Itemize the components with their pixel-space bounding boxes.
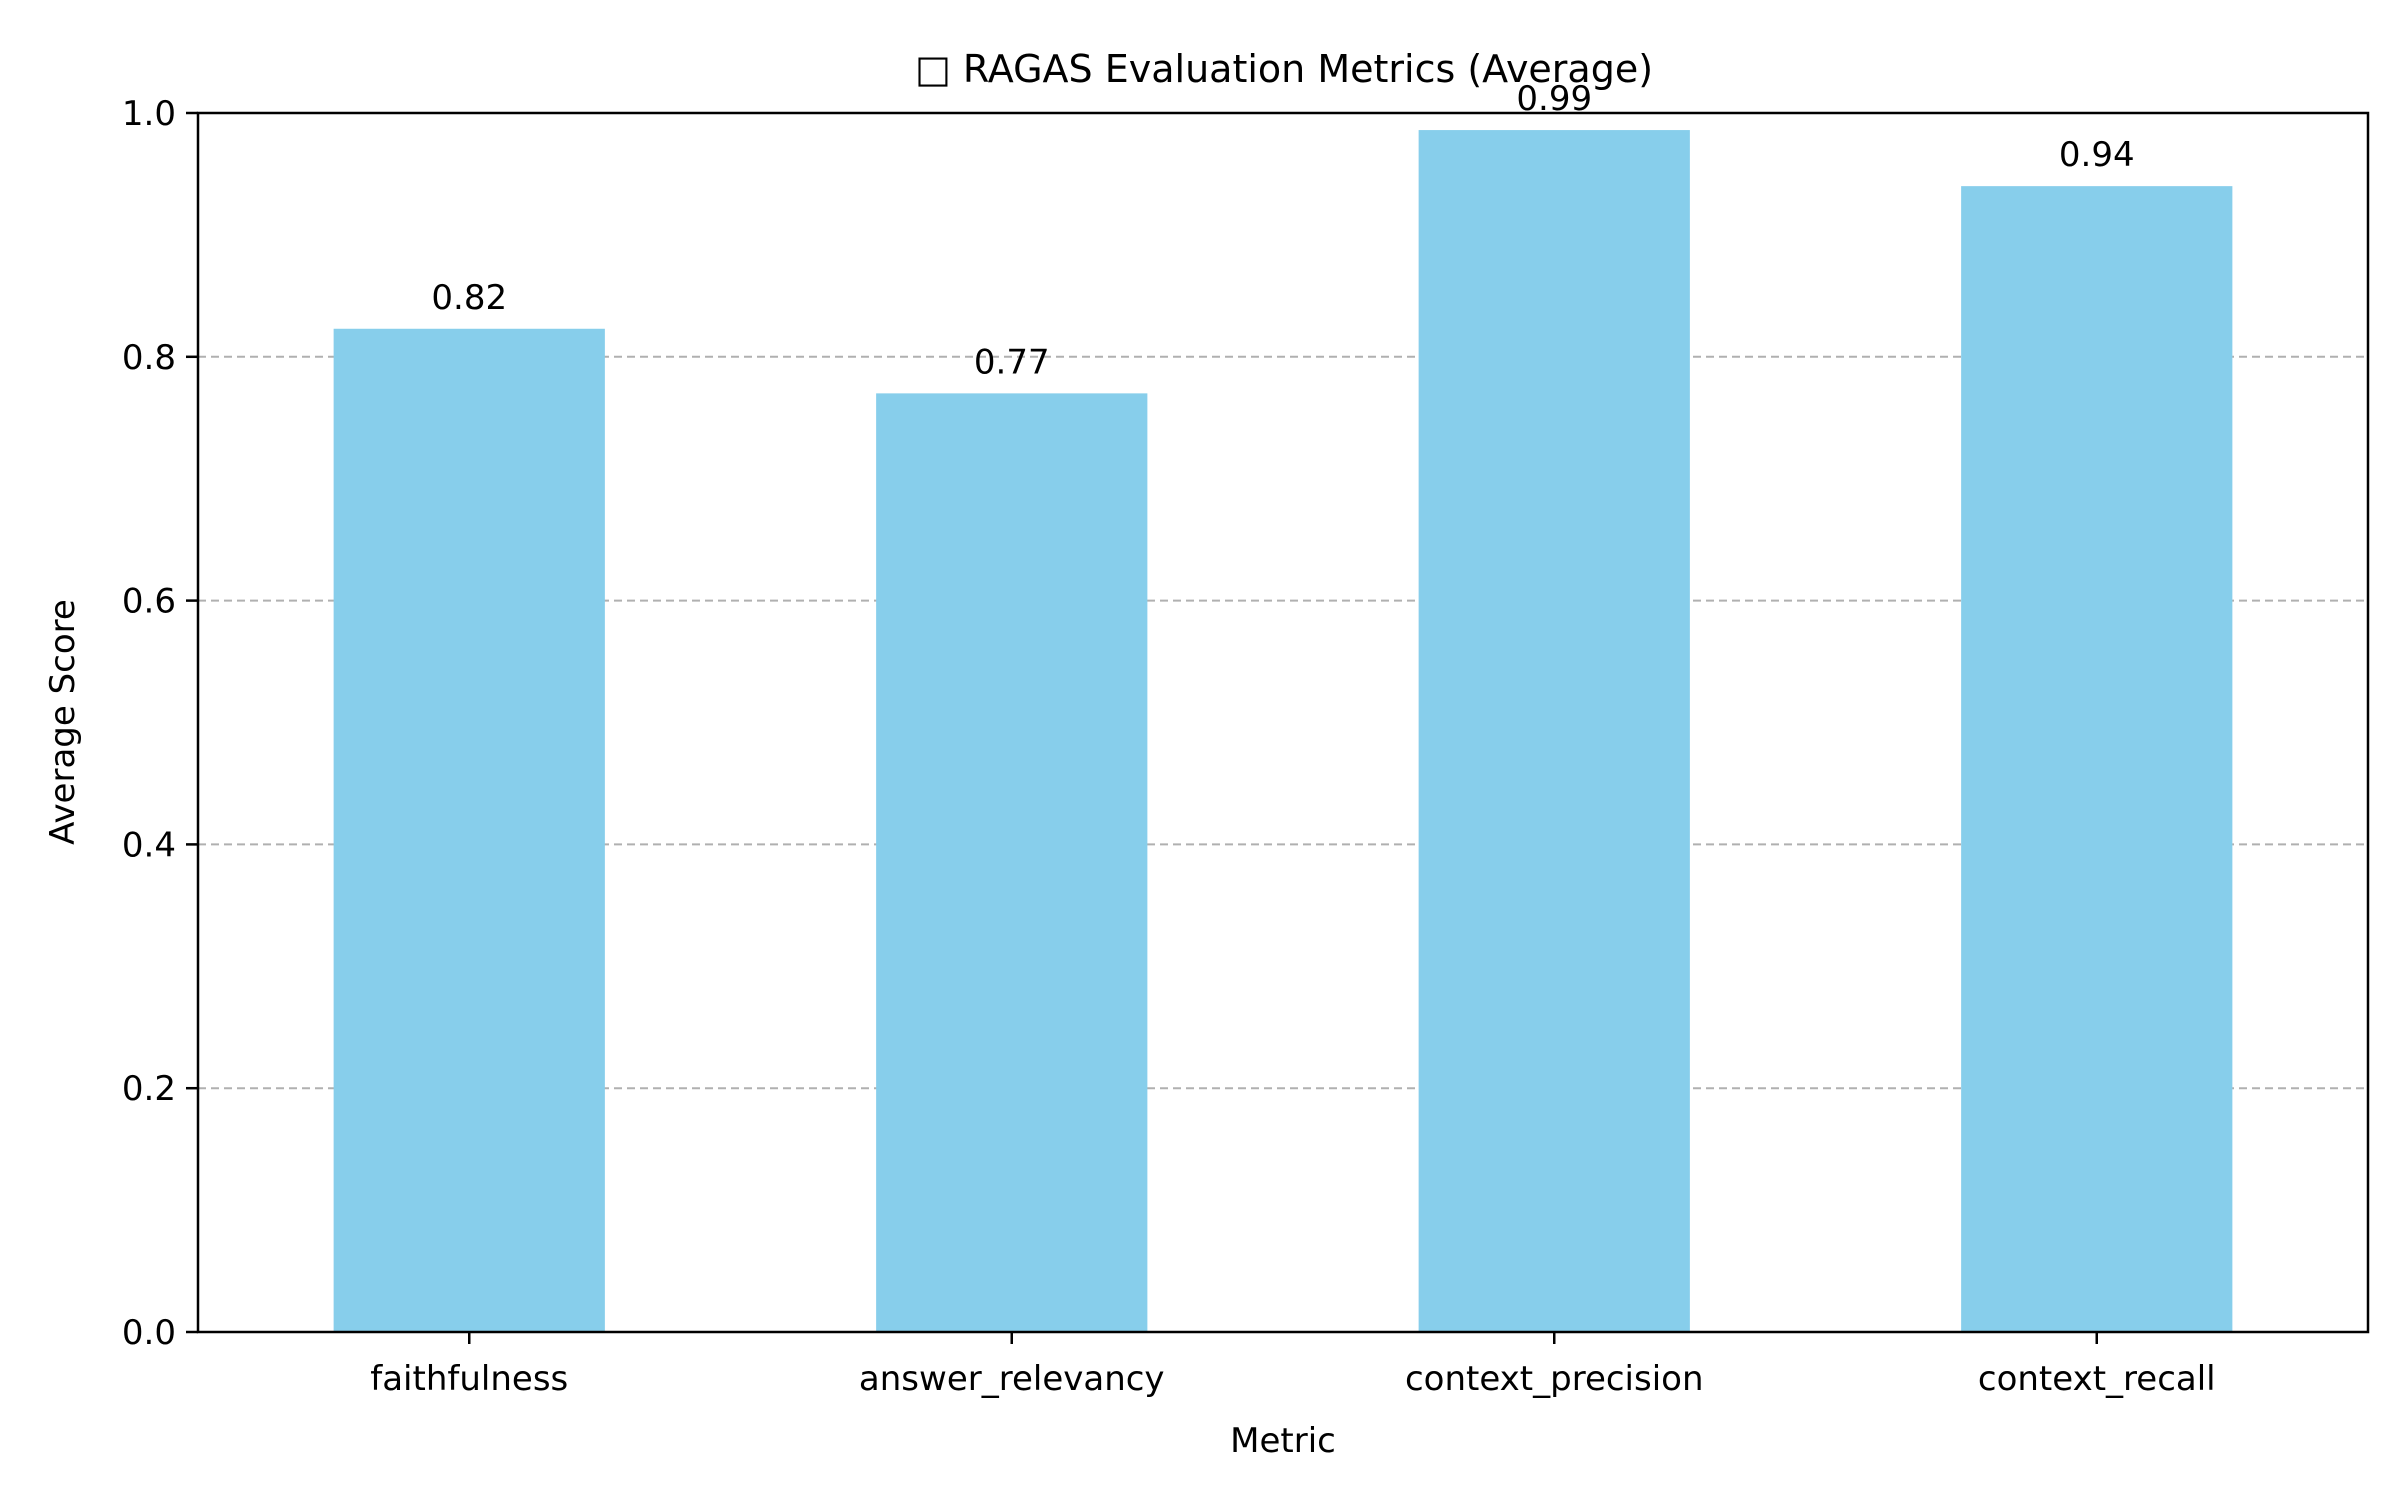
bar-value-label: 0.77 xyxy=(974,342,1050,382)
x-tick-label: context_precision xyxy=(1405,1359,1704,1399)
x-axis-label: Metric xyxy=(1230,1421,1336,1461)
bar-value-label: 0.82 xyxy=(431,278,507,318)
y-tick-label: 0.6 xyxy=(122,582,176,622)
bar-answer-relevancy xyxy=(876,393,1148,1332)
bar-value-label: 0.94 xyxy=(2059,135,2135,175)
y-tick-label: 0.2 xyxy=(122,1069,176,1109)
plot-frame xyxy=(196,111,2370,1334)
y-tick-label: 0.4 xyxy=(122,825,176,865)
bar-faithfulness xyxy=(333,328,605,1332)
bar-context-precision xyxy=(1418,130,1690,1332)
y-axis-label: Average Score xyxy=(43,599,83,845)
y-tick-label: 0.8 xyxy=(122,338,176,378)
bar-context-recall xyxy=(1961,186,2233,1332)
chart-title: □ RAGAS Evaluation Metrics (Average) xyxy=(915,47,1653,91)
x-tick-label: context_recall xyxy=(1978,1359,2216,1399)
y-tick-label: 1.0 xyxy=(122,94,176,134)
x-tick-label: answer_relevancy xyxy=(859,1359,1165,1399)
x-tick-label: faithfulness xyxy=(370,1359,568,1399)
y-tick-label: 0.0 xyxy=(122,1313,176,1353)
